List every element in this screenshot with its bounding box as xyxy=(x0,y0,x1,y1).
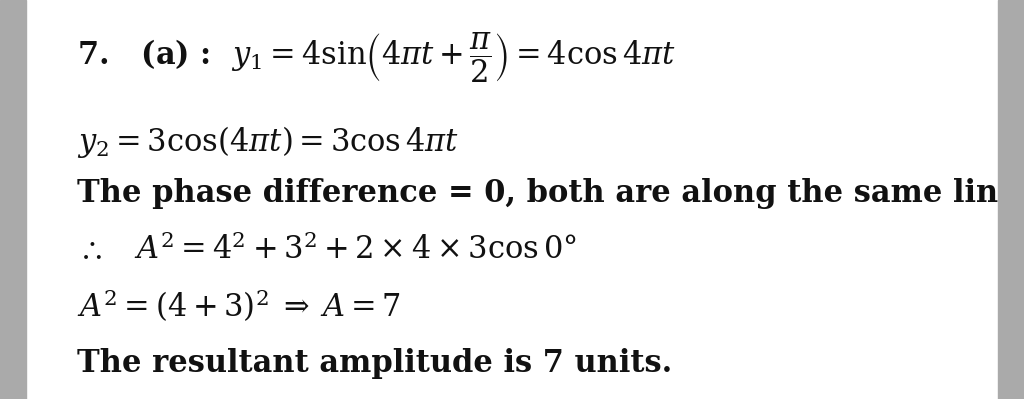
Text: $A^2 = (4+3)^2 \;\Rightarrow\; A = 7$: $A^2 = (4+3)^2 \;\Rightarrow\; A = 7$ xyxy=(77,287,400,324)
Bar xyxy=(998,0,1024,399)
Text: 7.   (a) :  $y_1 = 4\sin\!\left(4\pi t + \dfrac{\pi}{2}\right) = 4\cos 4\pi t$: 7. (a) : $y_1 = 4\sin\!\left(4\pi t + \d… xyxy=(77,31,676,85)
Text: $y_2 = 3\cos(4\pi t) = 3\cos4\pi t$: $y_2 = 3\cos(4\pi t) = 3\cos4\pi t$ xyxy=(77,124,459,160)
Text: The resultant amplitude is 7 units.: The resultant amplitude is 7 units. xyxy=(77,348,672,379)
Text: $\therefore \quad A^2 = 4^2 + 3^2 + 2 \times 4 \times 3\cos 0°$: $\therefore \quad A^2 = 4^2 + 3^2 + 2 \t… xyxy=(77,233,577,266)
Text: The phase difference = 0, both are along the same line: The phase difference = 0, both are along… xyxy=(77,178,1018,209)
Bar xyxy=(0,0,26,399)
